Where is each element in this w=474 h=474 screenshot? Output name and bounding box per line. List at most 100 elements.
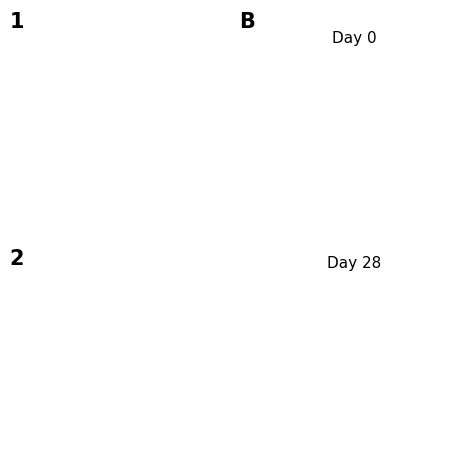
Circle shape bbox=[204, 228, 208, 232]
Circle shape bbox=[183, 226, 184, 228]
Circle shape bbox=[35, 183, 39, 188]
Circle shape bbox=[207, 150, 210, 154]
Polygon shape bbox=[247, 54, 268, 70]
Circle shape bbox=[195, 371, 217, 392]
Circle shape bbox=[180, 119, 183, 122]
Circle shape bbox=[137, 134, 141, 139]
Circle shape bbox=[124, 99, 128, 104]
Circle shape bbox=[190, 129, 195, 134]
Circle shape bbox=[53, 134, 58, 139]
Polygon shape bbox=[339, 57, 360, 73]
Circle shape bbox=[197, 223, 201, 228]
Circle shape bbox=[404, 92, 434, 113]
Circle shape bbox=[443, 313, 468, 331]
Polygon shape bbox=[431, 164, 452, 180]
Circle shape bbox=[86, 143, 89, 145]
Text: Day 0: Day 0 bbox=[332, 31, 377, 46]
Circle shape bbox=[13, 378, 36, 399]
Circle shape bbox=[24, 78, 29, 84]
Polygon shape bbox=[431, 397, 452, 413]
Circle shape bbox=[218, 149, 224, 155]
Circle shape bbox=[22, 155, 27, 160]
Circle shape bbox=[77, 318, 101, 340]
Polygon shape bbox=[245, 279, 266, 295]
Polygon shape bbox=[453, 386, 474, 401]
Circle shape bbox=[57, 375, 78, 395]
Circle shape bbox=[180, 76, 182, 78]
Circle shape bbox=[124, 104, 132, 112]
Circle shape bbox=[138, 24, 140, 27]
Polygon shape bbox=[247, 385, 268, 401]
Bar bbox=[100, 101, 150, 121]
Circle shape bbox=[159, 141, 161, 143]
Circle shape bbox=[192, 228, 196, 231]
Circle shape bbox=[88, 129, 91, 132]
Circle shape bbox=[123, 164, 127, 169]
Text: 2: 2 bbox=[9, 249, 24, 269]
Circle shape bbox=[156, 324, 178, 345]
Circle shape bbox=[434, 146, 458, 163]
Circle shape bbox=[199, 84, 203, 89]
Circle shape bbox=[101, 96, 108, 102]
Circle shape bbox=[47, 70, 50, 73]
Circle shape bbox=[173, 165, 177, 169]
Circle shape bbox=[237, 323, 278, 352]
Circle shape bbox=[134, 25, 139, 30]
Circle shape bbox=[135, 182, 140, 187]
Circle shape bbox=[37, 159, 40, 162]
Circle shape bbox=[9, 49, 14, 55]
Text: B: B bbox=[239, 12, 255, 32]
Circle shape bbox=[9, 142, 13, 145]
Circle shape bbox=[153, 66, 159, 73]
Circle shape bbox=[219, 175, 221, 177]
Circle shape bbox=[313, 72, 340, 91]
Circle shape bbox=[145, 119, 148, 122]
Circle shape bbox=[342, 360, 367, 378]
Circle shape bbox=[58, 13, 69, 24]
Circle shape bbox=[22, 203, 24, 205]
Text: 1: 1 bbox=[9, 12, 24, 32]
Circle shape bbox=[33, 311, 59, 336]
Text: Day 28: Day 28 bbox=[328, 256, 382, 271]
Polygon shape bbox=[321, 376, 342, 392]
Circle shape bbox=[183, 29, 189, 35]
Circle shape bbox=[127, 200, 129, 201]
Polygon shape bbox=[401, 155, 422, 172]
Circle shape bbox=[17, 41, 19, 43]
Circle shape bbox=[137, 73, 141, 77]
Circle shape bbox=[44, 143, 47, 146]
Circle shape bbox=[24, 62, 27, 65]
Circle shape bbox=[161, 193, 168, 201]
Circle shape bbox=[49, 156, 53, 160]
Circle shape bbox=[422, 358, 452, 379]
Circle shape bbox=[90, 221, 93, 224]
Circle shape bbox=[107, 75, 110, 78]
Circle shape bbox=[190, 198, 194, 201]
Circle shape bbox=[204, 206, 207, 209]
Circle shape bbox=[27, 77, 31, 81]
Circle shape bbox=[89, 60, 94, 66]
Circle shape bbox=[13, 175, 16, 178]
Circle shape bbox=[153, 132, 155, 134]
Circle shape bbox=[135, 384, 160, 408]
Circle shape bbox=[215, 84, 217, 86]
Circle shape bbox=[237, 99, 288, 135]
Circle shape bbox=[250, 89, 275, 106]
Polygon shape bbox=[316, 324, 337, 340]
Circle shape bbox=[174, 42, 178, 46]
Circle shape bbox=[204, 191, 207, 195]
Circle shape bbox=[120, 326, 141, 346]
Circle shape bbox=[207, 52, 209, 54]
Circle shape bbox=[57, 108, 59, 110]
Circle shape bbox=[105, 156, 109, 160]
Circle shape bbox=[55, 112, 60, 117]
Circle shape bbox=[100, 384, 122, 405]
Circle shape bbox=[74, 132, 78, 136]
Circle shape bbox=[174, 316, 198, 339]
Circle shape bbox=[65, 124, 69, 128]
Polygon shape bbox=[453, 148, 474, 163]
Circle shape bbox=[391, 363, 419, 383]
Polygon shape bbox=[385, 382, 406, 398]
Circle shape bbox=[58, 135, 61, 138]
Polygon shape bbox=[256, 160, 277, 176]
